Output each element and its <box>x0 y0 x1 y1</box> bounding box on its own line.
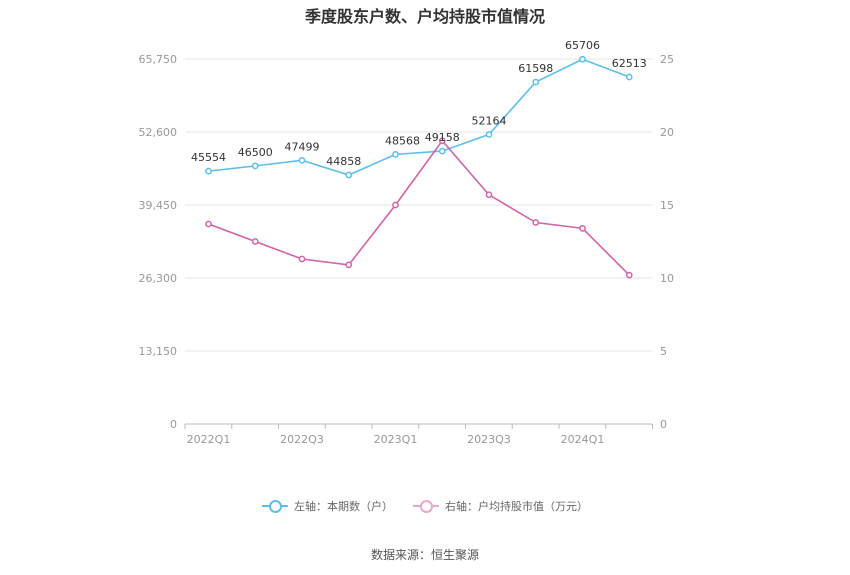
households-point <box>485 131 493 138</box>
x-axis-tick-label: 2022Q1 <box>187 433 231 446</box>
right-axis-tick-label: 0 <box>660 418 667 431</box>
right-axis-tick-label: 25 <box>660 53 674 66</box>
data-labels: 45554 46500 47499 44858 48568 49158 52164 61598… <box>191 39 647 168</box>
legend-item-left[interactable]: 左轴：本期数（户） <box>262 498 393 514</box>
grid-lines <box>185 58 652 352</box>
left-axis-tick-label: 26,300 <box>139 272 178 285</box>
legend-right-marker <box>413 499 439 513</box>
x-axis-tick-label: 2024Q1 <box>561 433 605 446</box>
households-data-label: 45554 <box>191 151 226 164</box>
households-point <box>205 167 212 175</box>
x-axis-tick-label: 2022Q3 <box>280 433 324 446</box>
series-line-households <box>208 58 630 176</box>
households-point <box>579 55 586 63</box>
legend-item-right[interactable]: 右轴：户均持股市值（万元） <box>413 498 588 514</box>
series-line-avg-value <box>208 139 630 276</box>
legend-left-marker <box>262 499 288 513</box>
series <box>205 55 633 279</box>
right-axis-tick-label: 10 <box>660 272 674 285</box>
right-axis-tick-label: 5 <box>660 345 667 358</box>
households-point <box>251 162 259 170</box>
households-point <box>625 73 633 81</box>
households-point <box>345 171 353 179</box>
avg-value-point <box>532 219 540 226</box>
left-axis-tick-label: 52,600 <box>139 126 178 139</box>
avg-value-point <box>345 261 353 269</box>
legend-right-label: 右轴：户均持股市值（万元） <box>445 500 588 513</box>
households-data-label: 46500 <box>238 146 273 159</box>
left-axis-tick-label: 0 <box>170 418 177 431</box>
households-data-label: 47499 <box>285 140 320 153</box>
avg-value-point <box>392 201 399 209</box>
x-axis-tick-label: 2023Q1 <box>374 433 418 446</box>
households-point <box>438 147 446 155</box>
right-axis-tick-label: 15 <box>660 199 674 212</box>
legend: 左轴：本期数（户） 右轴：户均持股市值（万元） <box>0 498 850 514</box>
avg-value-point <box>438 137 446 145</box>
avg-value-point <box>579 225 586 232</box>
left-axis-tick-label: 13,150 <box>139 345 178 358</box>
households-point <box>298 156 306 164</box>
left-axis-tick-label: 65,750 <box>139 53 178 66</box>
households-data-label: 48568 <box>385 134 420 147</box>
avg-value-point <box>485 191 493 199</box>
avg-value-point <box>298 255 306 263</box>
left-axis-tick-label: 39,450 <box>139 199 178 212</box>
households-data-label: 61598 <box>518 62 553 75</box>
data-source: 数据来源：恒生聚源 <box>370 548 479 562</box>
avg-value-point <box>625 271 633 279</box>
households-point <box>532 78 540 86</box>
avg-value-point <box>205 220 212 228</box>
chart-title: 季度股东户数、户均持股市值情况 <box>304 7 545 26</box>
avg-value-point <box>251 238 259 245</box>
right-axis-tick-label: 20 <box>660 126 674 139</box>
x-axis-tick-label: 2023Q3 <box>467 433 511 446</box>
legend-left-label: 左轴：本期数（户） <box>294 500 393 513</box>
axes: 0 0 13,150 5 26,300 10 39,450 15 52,600 20 65,750 2… <box>139 53 675 446</box>
households-data-label: 44858 <box>326 155 361 168</box>
households-data-label: 65706 <box>565 39 600 52</box>
households-point <box>392 151 399 158</box>
households-data-label: 52164 <box>472 114 507 127</box>
households-data-label: 62513 <box>612 57 647 70</box>
households-data-label: 49158 <box>425 131 460 144</box>
